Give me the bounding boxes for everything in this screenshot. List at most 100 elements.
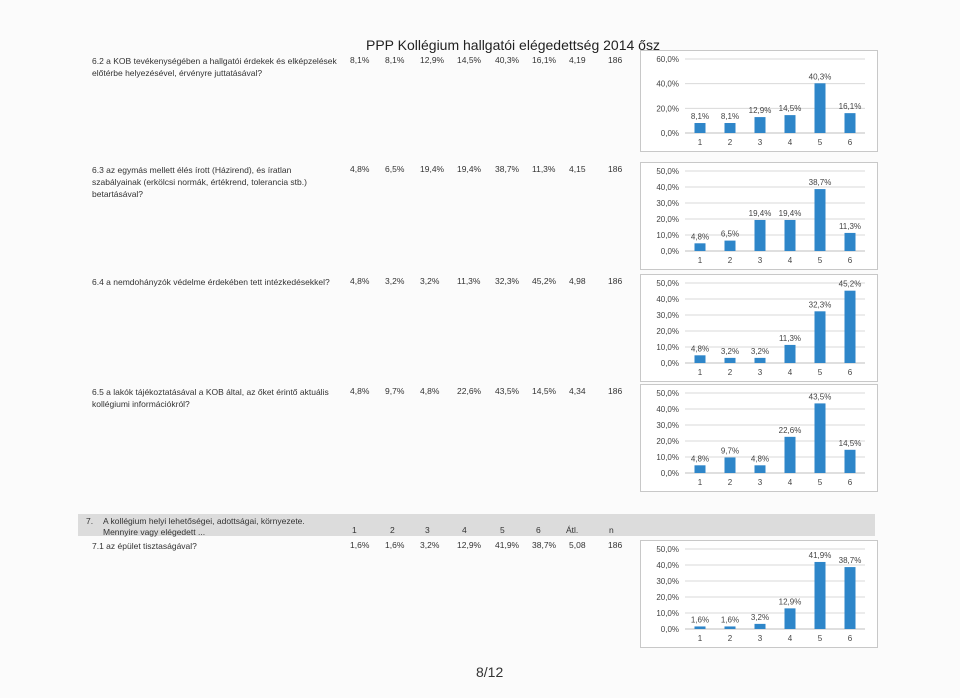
question-text-6-2: 6.2 a KOB tevékenységében a hallgatói ér… <box>92 56 337 78</box>
stat-pct-1: 8,1% <box>350 55 370 65</box>
x-tick-label: 6 <box>848 138 853 147</box>
bar <box>814 311 826 363</box>
stat-n: 186 <box>608 164 623 174</box>
stat-n: 186 <box>608 276 623 286</box>
x-tick-label: 4 <box>788 478 793 487</box>
x-tick-label: 4 <box>788 138 793 147</box>
y-tick-label: 0,0% <box>661 469 679 478</box>
data-label: 41,9% <box>809 551 832 560</box>
stat-pct-4: 11,3% <box>457 276 481 286</box>
stat-avg: 4,98 <box>569 276 586 286</box>
y-tick-label: 50,0% <box>656 279 679 288</box>
bar <box>694 123 706 133</box>
stat-pct-4: 14,5% <box>457 55 482 65</box>
stat-pct-6: 16,1% <box>532 55 557 65</box>
question-stats-row: 4,8% 9,7% 4,8% 22,6% 43,5% 14,5% 4,34 18… <box>350 386 630 398</box>
stat-pct-3: 4,8% <box>420 386 440 396</box>
bar <box>844 449 856 473</box>
x-tick-label: 4 <box>788 634 793 643</box>
data-label: 38,7% <box>839 556 862 565</box>
stat-pct-3: 19,4% <box>420 164 445 174</box>
bar <box>784 115 796 133</box>
stat-n: 186 <box>608 540 623 550</box>
bar <box>844 290 856 363</box>
bar-chart-6-2: 0,0% 20,0% 40,0% 60,0% 8,1% 1 8,1% 2 12,9% 3 14,5%… <box>640 50 878 152</box>
y-tick-label: 20,0% <box>656 593 679 602</box>
data-label: 45,2% <box>839 280 862 289</box>
stat-pct-1: 4,8% <box>350 386 370 396</box>
stat-pct-6: 14,5% <box>532 386 557 396</box>
bar <box>844 567 856 629</box>
question-stats-row: 8,1% 8,1% 12,9% 14,5% 40,3% 16,1% 4,19 1… <box>350 55 630 67</box>
x-tick-label: 5 <box>818 138 823 147</box>
bar <box>724 240 736 251</box>
bar <box>724 123 736 133</box>
question-text-7-1: 7.1 az épület tisztaságával? <box>92 541 197 551</box>
y-tick-label: 30,0% <box>656 199 679 208</box>
x-tick-label: 1 <box>698 256 703 265</box>
y-tick-label: 40,0% <box>656 183 679 192</box>
data-label: 11,3% <box>839 222 861 231</box>
bar <box>814 561 826 629</box>
data-label: 43,5% <box>809 392 832 401</box>
stat-n: 186 <box>608 386 623 396</box>
stat-pct-2: 9,7% <box>385 386 405 396</box>
stat-pct-2: 6,5% <box>385 164 405 174</box>
column-header-1: 1 <box>352 525 357 535</box>
stat-pct-1: 4,8% <box>350 164 370 174</box>
data-label: 14,5% <box>839 439 862 448</box>
bar <box>694 626 706 629</box>
stat-avg: 4,15 <box>569 164 586 174</box>
y-tick-label: 20,0% <box>656 215 679 224</box>
y-tick-label: 30,0% <box>656 311 679 320</box>
y-tick-label: 0,0% <box>661 625 679 634</box>
column-header-2: 2 <box>390 525 395 535</box>
x-tick-label: 1 <box>698 478 703 487</box>
stat-pct-5: 38,7% <box>495 164 520 174</box>
y-tick-label: 30,0% <box>656 421 679 430</box>
stat-pct-6: 45,2% <box>532 276 557 286</box>
data-label: 4,8% <box>751 454 769 463</box>
stat-pct-4: 19,4% <box>457 164 482 174</box>
bar <box>754 465 766 473</box>
data-label: 14,5% <box>779 104 802 113</box>
y-tick-label: 40,0% <box>656 80 679 89</box>
bar <box>694 465 706 473</box>
data-label: 22,6% <box>779 426 802 435</box>
data-label: 12,9% <box>779 597 802 606</box>
column-header-4: 4 <box>462 525 467 535</box>
stat-avg: 5,08 <box>569 540 586 550</box>
bar <box>844 113 856 133</box>
y-tick-label: 20,0% <box>656 327 679 336</box>
x-tick-label: 1 <box>698 138 703 147</box>
y-tick-label: 10,0% <box>656 343 679 352</box>
data-label: 4,8% <box>691 232 709 241</box>
stat-avg: 4,34 <box>569 386 586 396</box>
page-number: 8/12 <box>476 664 504 680</box>
bar-chart-7-1: 0,0% 10,0% 20,0% 30,0% 40,0% 50,0% 1,6% 1 1,6% 2 3… <box>640 540 878 648</box>
x-tick-label: 6 <box>848 478 853 487</box>
chart-svg: 0,0% 10,0% 20,0% 30,0% 40,0% 50,0% 1,6% 1 1,6% 2 3… <box>656 545 865 643</box>
x-tick-label: 5 <box>818 256 823 265</box>
data-label: 32,3% <box>809 300 832 309</box>
y-tick-label: 0,0% <box>661 129 679 138</box>
x-tick-label: 5 <box>818 368 823 377</box>
stat-pct-3: 12,9% <box>420 55 445 65</box>
question-text-6-4: 6.4 a nemdohányzók védelme érdekében tet… <box>92 277 330 287</box>
chart-svg: 0,0% 10,0% 20,0% 30,0% 40,0% 50,0% 4,8% 1 3,2% 2 3… <box>656 279 865 377</box>
chart-svg: 0,0% 10,0% 20,0% 30,0% 40,0% 50,0% 4,8% 1 9,7% 2 4… <box>656 389 865 487</box>
bar <box>784 436 796 473</box>
data-label: 3,2% <box>721 347 739 356</box>
section-header-band <box>78 514 875 536</box>
data-label: 8,1% <box>691 112 709 121</box>
y-tick-label: 60,0% <box>656 55 679 64</box>
x-tick-label: 3 <box>758 634 763 643</box>
data-label: 3,2% <box>751 347 769 356</box>
bar <box>814 189 826 251</box>
stat-pct-5: 32,3% <box>495 276 520 286</box>
y-tick-label: 0,0% <box>661 359 679 368</box>
column-header-5: 5 <box>500 525 505 535</box>
bar <box>724 357 736 363</box>
bar-chart-6-3: 0,0% 10,0% 20,0% 30,0% 40,0% 50,0% 4,8% 1 6,5% 2 1… <box>640 162 878 270</box>
question-text-6-5: 6.5 a lakók tájékoztatásával a KOB által… <box>92 387 329 409</box>
